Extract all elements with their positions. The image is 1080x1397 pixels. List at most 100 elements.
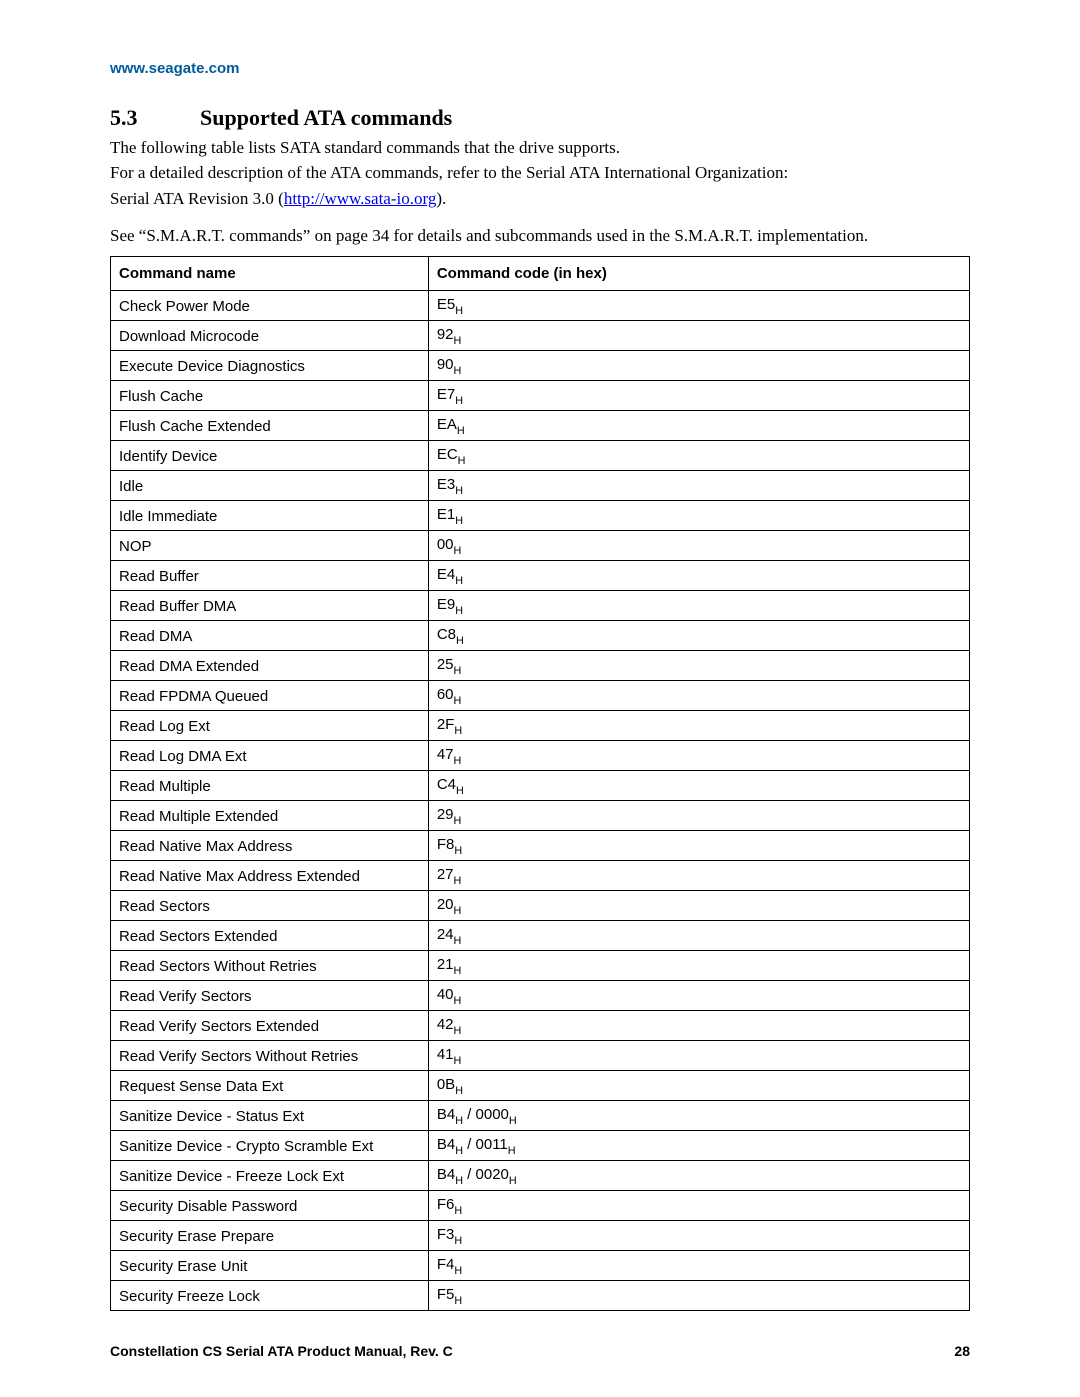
hex-subscript: H [455, 1145, 463, 1157]
hex-subscript: H [454, 755, 462, 767]
hex-subscript: H [454, 1025, 462, 1037]
cell-command-name: Read Sectors [111, 891, 429, 921]
table-row: Sanitize Device - Status ExtB4H / 0000H [111, 1101, 970, 1131]
cell-command-name: Read Native Max Address [111, 831, 429, 861]
hex-subscript: H [457, 425, 465, 437]
cell-command-name: Read Native Max Address Extended [111, 861, 429, 891]
table-header-row: Command name Command code (in hex) [111, 257, 970, 291]
cell-command-code: B4H / 0000H [428, 1101, 969, 1131]
cell-command-name: Sanitize Device - Status Ext [111, 1101, 429, 1131]
intro-line-2b-suffix: ). [436, 189, 446, 208]
table-row: Check Power ModeE5H [111, 291, 970, 321]
hex-subscript: H [455, 305, 463, 317]
cell-command-name: NOP [111, 531, 429, 561]
cell-command-name: Request Sense Data Ext [111, 1071, 429, 1101]
hex-subscript: H [454, 1265, 462, 1277]
hex-subscript: H [454, 545, 462, 557]
cell-command-code: F8H [428, 831, 969, 861]
table-row: Read FPDMA Queued60H [111, 681, 970, 711]
hex-subscript: H [455, 485, 463, 497]
section-number: 5.3 [110, 105, 200, 131]
cell-command-code: 92H [428, 321, 969, 351]
table-row: Read Native Max AddressF8H [111, 831, 970, 861]
cell-command-name: Idle Immediate [111, 501, 429, 531]
cell-command-name: Read Multiple [111, 771, 429, 801]
table-row: Read Verify Sectors40H [111, 981, 970, 1011]
hex-subscript: H [509, 1175, 517, 1187]
cell-command-name: Read Log Ext [111, 711, 429, 741]
cell-command-name: Security Erase Unit [111, 1251, 429, 1281]
hex-subscript: H [455, 1175, 463, 1187]
intro-line-1: The following table lists SATA standard … [110, 137, 970, 158]
cell-command-name: Read Log DMA Ext [111, 741, 429, 771]
cell-command-code: EAH [428, 411, 969, 441]
hex-subscript: H [454, 1205, 462, 1217]
cell-command-name: Download Microcode [111, 321, 429, 351]
hex-subscript: H [454, 335, 462, 347]
cell-command-code: 00H [428, 531, 969, 561]
hex-subscript: H [454, 965, 462, 977]
table-row: Read MultipleC4H [111, 771, 970, 801]
table-row: Read Buffer DMAE9H [111, 591, 970, 621]
cell-command-name: Read Sectors Without Retries [111, 951, 429, 981]
cell-command-name: Read Verify Sectors Without Retries [111, 1041, 429, 1071]
commands-table: Command name Command code (in hex) Check… [110, 256, 970, 1311]
section-title: Supported ATA commands [200, 105, 452, 130]
cell-command-code: 27H [428, 861, 969, 891]
cell-command-name: Read Sectors Extended [111, 921, 429, 951]
cell-command-code: E9H [428, 591, 969, 621]
cell-command-code: 40H [428, 981, 969, 1011]
table-row: Read Sectors Without Retries21H [111, 951, 970, 981]
table-row: Identify DeviceECH [111, 441, 970, 471]
hex-subscript: H [454, 905, 462, 917]
hex-subscript: H [454, 665, 462, 677]
table-row: Read DMAC8H [111, 621, 970, 651]
table-row: Execute Device Diagnostics90H [111, 351, 970, 381]
hex-subscript: H [454, 1295, 462, 1307]
cell-command-code: E5H [428, 291, 969, 321]
hex-subscript: H [454, 995, 462, 1007]
col-header-name: Command name [111, 257, 429, 291]
cell-command-code: 0BH [428, 1071, 969, 1101]
cell-command-name: Read FPDMA Queued [111, 681, 429, 711]
cell-command-code: 60H [428, 681, 969, 711]
table-row: Security Freeze LockF5H [111, 1281, 970, 1311]
page: www.seagate.com 5.3Supported ATA command… [0, 0, 1080, 1397]
intro-line-3: See “S.M.A.R.T. commands” on page 34 for… [110, 225, 970, 246]
footer-right: 28 [954, 1343, 970, 1359]
hex-subscript: H [455, 1085, 463, 1097]
cell-command-code: 24H [428, 921, 969, 951]
hex-subscript: H [458, 455, 466, 467]
footer-left: Constellation CS Serial ATA Product Manu… [110, 1343, 453, 1359]
table-row: NOP00H [111, 531, 970, 561]
table-row: IdleE3H [111, 471, 970, 501]
hex-subscript: H [455, 515, 463, 527]
table-row: Request Sense Data Ext0BH [111, 1071, 970, 1101]
cell-command-code: 20H [428, 891, 969, 921]
cell-command-code: C4H [428, 771, 969, 801]
cell-command-code: 29H [428, 801, 969, 831]
cell-command-name: Sanitize Device - Freeze Lock Ext [111, 1161, 429, 1191]
table-row: Sanitize Device - Crypto Scramble ExtB4H… [111, 1131, 970, 1161]
cell-command-name: Security Erase Prepare [111, 1221, 429, 1251]
cell-command-name: Flush Cache Extended [111, 411, 429, 441]
table-row: Read Multiple Extended29H [111, 801, 970, 831]
cell-command-code: F3H [428, 1221, 969, 1251]
cell-command-code: C8H [428, 621, 969, 651]
header-site-url[interactable]: www.seagate.com [110, 60, 970, 77]
cell-command-name: Security Disable Password [111, 1191, 429, 1221]
cell-command-code: 21H [428, 951, 969, 981]
hex-subscript: H [454, 365, 462, 377]
table-row: Idle ImmediateE1H [111, 501, 970, 531]
cell-command-name: Read DMA [111, 621, 429, 651]
hex-subscript: H [454, 725, 462, 737]
cell-command-code: F4H [428, 1251, 969, 1281]
cell-command-code: 25H [428, 651, 969, 681]
hex-subscript: H [454, 695, 462, 707]
table-row: Sanitize Device - Freeze Lock ExtB4H / 0… [111, 1161, 970, 1191]
hex-subscript: H [454, 875, 462, 887]
cell-command-code: E4H [428, 561, 969, 591]
cell-command-code: E3H [428, 471, 969, 501]
cell-command-name: Idle [111, 471, 429, 501]
sata-io-link[interactable]: http://www.sata-io.org [284, 189, 437, 208]
